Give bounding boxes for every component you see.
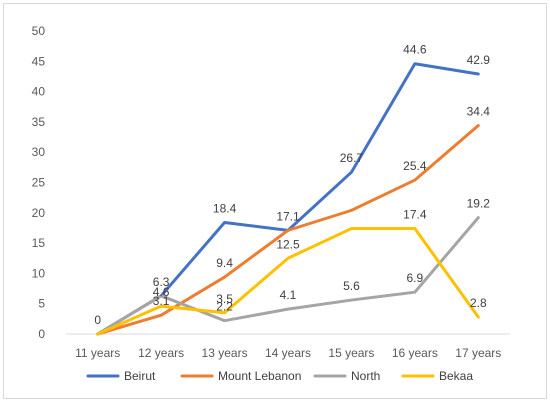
data-label: 18.4 (213, 201, 237, 215)
data-label: 42.9 (467, 53, 491, 67)
y-tick-label: 25 (32, 176, 46, 190)
y-tick-label: 0 (38, 327, 45, 341)
y-tick-label: 35 (32, 115, 46, 129)
x-tick-label: 15 years (328, 346, 374, 360)
x-tick-label: 12 years (138, 346, 184, 360)
data-label: 26.7 (340, 151, 364, 165)
data-label: 2.8 (470, 296, 487, 310)
data-label: 25.4 (403, 159, 427, 173)
chart-axes: 0 5 10 15 20 25 30 35 40 45 50 11 years 12 years 13 y… (32, 24, 510, 360)
x-tick-label: 14 years (265, 346, 311, 360)
data-label: 0 (94, 313, 101, 327)
data-label: 4.1 (280, 288, 297, 302)
data-label: 12.5 (276, 237, 300, 251)
y-tick-label: 30 (32, 145, 46, 159)
data-labels: 0 6.3 18.4 17.1 26.7 44.6 42.9 3.1 9.4 25.4 34.4 2.… (94, 43, 490, 327)
data-label: 34.4 (467, 105, 491, 119)
y-tick-label: 20 (32, 206, 46, 220)
x-tick-label: 16 years (392, 346, 438, 360)
legend-label: Bekaa (439, 369, 473, 383)
x-tick-label: 11 years (75, 346, 120, 360)
legend: Beirut Mount Lebanon North Bekaa (86, 369, 473, 383)
chart-lines (96, 62, 480, 336)
x-tick-label: 17 years (455, 346, 501, 360)
x-tick-label: 13 years (202, 346, 248, 360)
data-label: 6.9 (407, 271, 424, 285)
y-tick-label: 10 (32, 266, 46, 280)
data-label: 17.1 (276, 209, 300, 223)
data-label: 17.4 (403, 208, 427, 222)
y-tick-label: 40 (32, 85, 46, 99)
y-tick-label: 45 (32, 54, 46, 68)
data-label: 44.6 (403, 43, 427, 57)
data-label: 19.2 (467, 197, 491, 211)
data-label: 5.6 (343, 279, 360, 293)
y-tick-label: 50 (32, 24, 46, 38)
data-label: 4.6 (153, 285, 170, 299)
legend-label: North (351, 369, 380, 383)
data-label: 2.2 (216, 300, 233, 314)
data-label: 3.5 (216, 292, 233, 306)
y-tick-label: 5 (38, 297, 45, 311)
data-label: 3.1 (153, 294, 170, 308)
data-label: 9.4 (216, 256, 233, 270)
data-label: 6.3 (153, 275, 170, 289)
y-tick-label: 15 (32, 236, 46, 250)
legend-label: Mount Lebanon (218, 369, 301, 383)
legend-label: Beirut (124, 369, 156, 383)
